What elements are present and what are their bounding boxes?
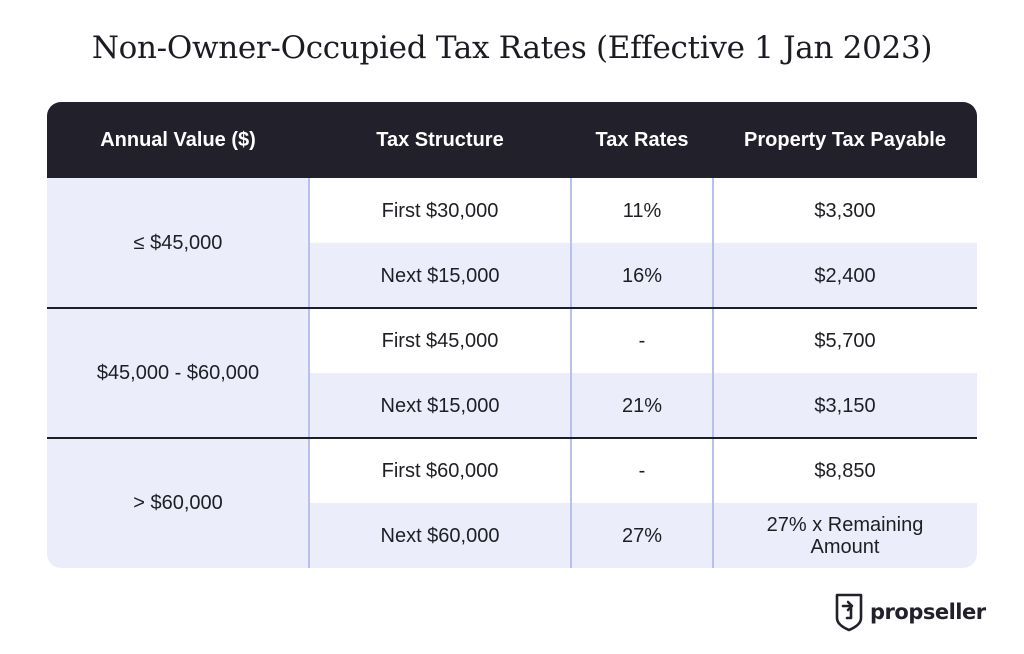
tax-rates-table: Annual Value ($) Tax Structure Tax Rates… <box>47 102 977 568</box>
brand-logo: propseller <box>834 592 986 632</box>
tax-structure-cell: First $30,000 <box>381 199 499 222</box>
tax-payable-cell: 27% x Remaining Amount <box>766 513 924 558</box>
tax-structure-cell: Next $60,000 <box>380 524 500 547</box>
header-property-tax-payable: Property Tax Payable <box>744 129 946 151</box>
column-divider <box>712 178 714 568</box>
table-row: Next $60,000 27% 27% x Remaining Amount <box>309 503 977 568</box>
column-divider <box>308 178 310 568</box>
group-separator <box>47 437 977 439</box>
tax-structure-cell: Next $15,000 <box>380 264 500 287</box>
annual-value-cell: $45,000 - $60,000 <box>47 308 309 438</box>
tax-payable-cell: $5,700 <box>814 329 876 352</box>
tax-payable-cell: $3,300 <box>814 199 876 222</box>
table-group: > $60,000 First $60,000 - $8,850 Next $6… <box>47 438 977 568</box>
tax-rate-cell: 16% <box>621 264 663 287</box>
table-row: First $30,000 11% $3,300 <box>309 178 977 243</box>
tax-structure-cell: First $60,000 <box>381 459 499 482</box>
table-row: Next $15,000 21% $3,150 <box>309 373 977 438</box>
tax-structure-cell: Next $15,000 <box>380 394 500 417</box>
table-group: ≤ $45,000 First $30,000 11% $3,300 Next … <box>47 178 977 308</box>
brand-name: propseller <box>870 600 986 624</box>
tax-rate-cell: - <box>638 329 646 352</box>
tax-rate-cell: - <box>638 459 646 482</box>
table-row: Next $15,000 16% $2,400 <box>309 243 977 308</box>
page-title: Non-Owner-Occupied Tax Rates (Effective … <box>91 30 933 66</box>
tax-rate-cell: 27% <box>621 524 663 547</box>
tax-payable-cell: $8,850 <box>814 459 876 482</box>
header-tax-rates: Tax Rates <box>595 129 689 151</box>
header-tax-structure: Tax Structure <box>376 129 504 151</box>
tax-payable-cell: $3,150 <box>814 394 876 417</box>
table-row: First $45,000 - $5,700 <box>309 308 977 373</box>
tax-payable-cell: $2,400 <box>814 264 876 287</box>
group-separator <box>47 307 977 309</box>
column-divider <box>570 178 572 568</box>
tax-rate-cell: 21% <box>621 394 663 417</box>
table-row: First $60,000 - $8,850 <box>309 438 977 503</box>
table-group: $45,000 - $60,000 First $45,000 - $5,700… <box>47 308 977 438</box>
annual-value-cell: > $60,000 <box>47 438 309 568</box>
header-annual-value: Annual Value ($) <box>100 129 256 151</box>
annual-value-cell: ≤ $45,000 <box>47 178 309 308</box>
propseller-shield-icon <box>835 593 863 632</box>
tax-rate-cell: 11% <box>622 199 662 222</box>
table-header: Annual Value ($) Tax Structure Tax Rates… <box>47 102 977 178</box>
tax-structure-cell: First $45,000 <box>381 329 499 352</box>
